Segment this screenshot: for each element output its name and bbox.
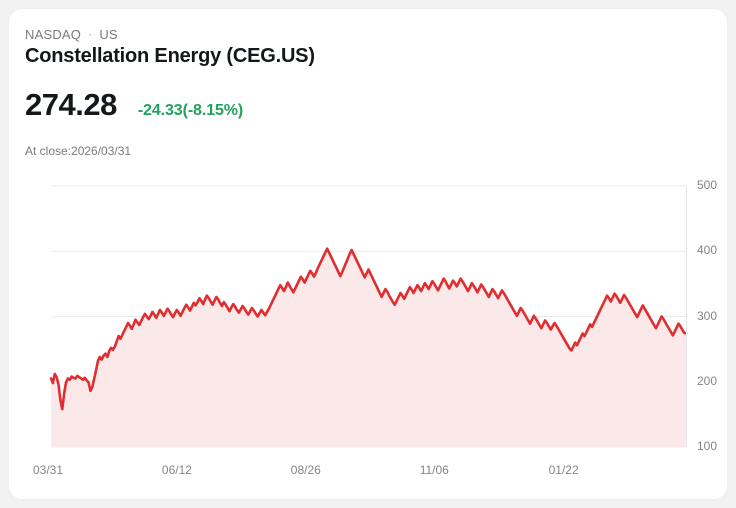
price-area-fill xyxy=(51,248,686,447)
market-status-note: At close:2026/03/31 xyxy=(25,144,132,158)
region-label: US xyxy=(99,27,118,42)
x-axis-tick-label: 03/31 xyxy=(33,463,64,477)
stock-quote-card: NASDAQ · US Constellation Energy (CEG.US) … xyxy=(8,8,728,500)
x-axis-tick-label: 01/22 xyxy=(548,463,579,477)
price-row: 274.28 -24.33(-8.15%) xyxy=(25,87,243,123)
separator-dot: · xyxy=(88,27,93,41)
price-change: -24.33(-8.15%) xyxy=(137,102,244,119)
y-axis-tick-label: 400 xyxy=(697,243,718,258)
exchange-label: NASDAQ xyxy=(25,27,82,42)
y-axis-tick-label: 100 xyxy=(697,439,718,453)
y-axis-tick-label: 500 xyxy=(697,178,718,192)
y-axis-tick-label: 200 xyxy=(697,373,718,388)
x-axis-tick-label: 11/06 xyxy=(419,463,449,477)
exchange-region-row: NASDAQ · US xyxy=(25,27,118,42)
page-title: Constellation Energy (CEG.US) xyxy=(25,45,315,67)
price-line xyxy=(49,247,688,411)
x-axis-tick-label: 08/26 xyxy=(290,463,321,477)
y-axis-tick-label: 300 xyxy=(697,308,718,323)
price-chart-svg xyxy=(49,185,688,448)
x-axis-tick-label: 06/12 xyxy=(161,463,192,477)
price-chart[interactable]: 500 400 300 200 100 03/31 06/12 08/26 11/06 01/2… xyxy=(9,159,727,499)
current-price: 274.28 xyxy=(25,87,117,122)
